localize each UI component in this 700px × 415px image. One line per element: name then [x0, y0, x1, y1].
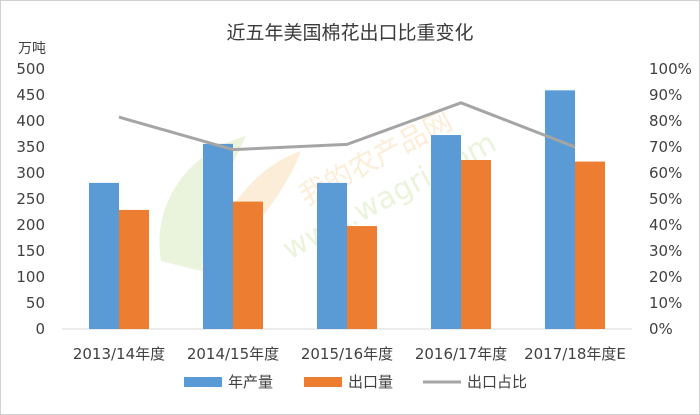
legend-label-production: 年产量 — [228, 373, 273, 391]
right-tick-label: 50% — [649, 190, 682, 208]
bar-production-2 — [317, 182, 347, 329]
category-label: 2014/15年度 — [187, 345, 279, 363]
legend-label-export: 出口量 — [348, 373, 393, 391]
bar-export-3 — [461, 160, 491, 329]
chart-title: 近五年美国棉花出口比重变化 — [226, 22, 473, 44]
left-tick-label: 200 — [16, 216, 45, 234]
bar-export-4 — [575, 161, 605, 329]
right-axis-ticks: 0% 10% 20% 30% 40% 50% 60% 70% 80% 90% 100% — [649, 60, 692, 338]
category-label: 2017/18年度E — [524, 345, 626, 363]
bar-export-2 — [347, 226, 377, 329]
left-tick-label: 500 — [16, 60, 45, 78]
right-tick-label: 10% — [649, 294, 682, 312]
bar-export-1 — [233, 201, 263, 329]
bar-production-3 — [431, 135, 461, 329]
category-label: 2013/14年度 — [73, 345, 165, 363]
left-tick-label: 250 — [16, 190, 45, 208]
bar-production-4 — [545, 90, 575, 329]
right-tick-label: 80% — [649, 112, 682, 130]
left-axis-ticks: 0 50 100 150 200 250 300 350 400 450 500 — [16, 60, 45, 338]
bar-export-0 — [119, 209, 149, 329]
left-tick-label: 450 — [16, 86, 45, 104]
line-group — [118, 101, 576, 152]
right-tick-label: 60% — [649, 164, 682, 182]
left-tick-label: 350 — [16, 138, 45, 156]
category-label: 2016/17年度 — [415, 345, 507, 363]
bars-group — [89, 90, 605, 329]
right-tick-label: 0% — [649, 320, 673, 338]
y-axis-unit: 万吨 — [18, 41, 46, 57]
bar-production-1 — [203, 143, 233, 329]
legend-swatch-production — [184, 377, 222, 387]
right-tick-label: 30% — [649, 242, 682, 260]
right-tick-label: 70% — [649, 138, 682, 156]
left-tick-label: 400 — [16, 112, 45, 130]
right-tick-label: 20% — [649, 268, 682, 286]
left-tick-label: 300 — [16, 164, 45, 182]
right-tick-label: 100% — [649, 60, 692, 78]
left-tick-label: 50 — [26, 294, 45, 312]
left-tick-label: 100 — [16, 268, 45, 286]
left-tick-label: 0 — [35, 320, 45, 338]
legend: 年产量 出口量 出口占比 — [184, 373, 527, 391]
bar-production-0 — [89, 182, 119, 329]
category-label: 2015/16年度 — [301, 345, 393, 363]
legend-swatch-export — [304, 377, 342, 387]
ratio-line — [118, 101, 576, 152]
left-tick-label: 150 — [16, 242, 45, 260]
right-tick-label: 40% — [649, 216, 682, 234]
legend-label-ratio: 出口占比 — [467, 373, 527, 391]
category-labels: 2013/14年度 2014/15年度 2015/16年度 2016/17年度 2017… — [73, 345, 626, 363]
right-tick-label: 90% — [649, 86, 682, 104]
